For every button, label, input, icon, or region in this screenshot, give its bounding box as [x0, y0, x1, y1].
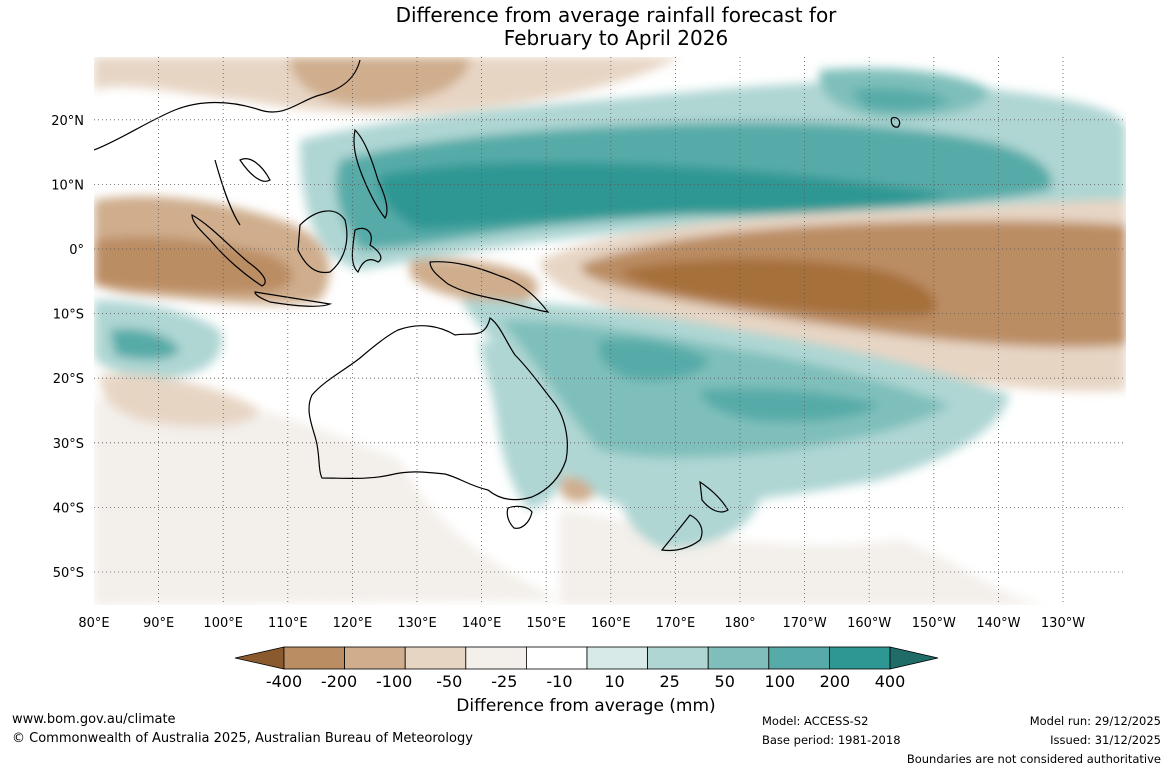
- wet-region-new-zealand: [619, 469, 760, 549]
- latitude-label: 30°S: [53, 437, 84, 452]
- coast-new-guinea: [429, 261, 550, 313]
- longitude-label: 80°E: [78, 616, 109, 631]
- title-line-2: February to April 2026: [503, 26, 729, 50]
- coast-philippines: [353, 128, 388, 220]
- coast-sumatra: [191, 213, 266, 287]
- dry-region-west-australia-ocean: [100, 374, 260, 427]
- dry-region-new-guinea: [410, 258, 539, 305]
- wet-band-north-core: [379, 162, 950, 230]
- footer-model: Model: ACCESS-S2: [762, 714, 869, 728]
- dry-region-southern-ocean: [94, 394, 560, 605]
- longitude-label: 100°E: [203, 616, 243, 631]
- longitude-label: 130°E: [397, 616, 437, 631]
- longitude-axis: 80°E 90°E 100°E 110°E 120°E 130°E 140°E 150°E 16…: [78, 616, 1085, 631]
- longitude-label: 150°W: [912, 616, 956, 631]
- colorbar-swatch: [707, 646, 770, 670]
- colorbar-tick-label: -25: [491, 672, 517, 691]
- coast-borneo: [297, 210, 348, 274]
- coast-tasmania: [506, 505, 533, 529]
- latitude-label: 40°S: [53, 501, 84, 516]
- wet-region-south-pacific-core: [700, 388, 880, 422]
- colorbar-tick-label: 200: [820, 672, 851, 691]
- rainfall-anomaly-field: [94, 57, 1126, 605]
- colorbar: -400 -200 -100 -50 -25 -10 10 25 50 100 200 400: [234, 646, 939, 691]
- colorbar-swatch: [465, 646, 527, 670]
- colorbar-tick-label: -200: [321, 672, 357, 691]
- longitude-label: 140°W: [976, 616, 1020, 631]
- dry-region-tasman: [560, 476, 594, 502]
- colorbar-tick-label: 400: [875, 672, 906, 691]
- footer-website[interactable]: www.bom.gov.au/climate: [12, 712, 176, 727]
- colorbar-swatch: [647, 646, 709, 670]
- dry-region-north-pacific: [290, 57, 470, 106]
- colorbar-tick-label: -10: [546, 672, 572, 691]
- latitude-label: 10°N: [51, 178, 84, 193]
- colorbar-tick-label: -100: [376, 672, 412, 691]
- latitude-label: 20°S: [53, 372, 84, 387]
- colorbar-title: Difference from average (mm): [456, 696, 716, 716]
- latitude-label: 10°S: [53, 308, 84, 323]
- dry-band-equator-core: [620, 258, 937, 317]
- latitude-label: 20°N: [51, 114, 84, 129]
- colorbar-swatch: [768, 646, 830, 670]
- longitude-label: 140°E: [462, 616, 502, 631]
- longitude-label: 160°E: [591, 616, 631, 631]
- colorbar-swatch: [526, 646, 588, 670]
- colorbar-tick-label: 10: [604, 672, 624, 691]
- coast-java: [254, 291, 333, 307]
- colorbar-swatch: [404, 646, 467, 670]
- longitude-label: 170°E: [656, 616, 696, 631]
- title-line-1: Difference from average rainfall forecas…: [395, 3, 837, 27]
- longitude-label: 120°E: [333, 616, 373, 631]
- coast-hawaii: [890, 117, 901, 128]
- longitude-label: 180°: [724, 616, 755, 631]
- longitude-label: 110°E: [268, 616, 308, 631]
- colorbar-swatch: [829, 646, 891, 670]
- wet-region-coral-sea-core: [598, 338, 710, 381]
- wet-region-south-indian-core: [110, 328, 180, 360]
- coast-southeast-asia: [94, 59, 361, 226]
- colorbar-tick-label: -50: [436, 672, 462, 691]
- longitude-label: 150°E: [526, 616, 566, 631]
- longitude-label: 160°W: [847, 616, 891, 631]
- colorbar-tick-label: 25: [659, 672, 679, 691]
- latitude-label: 50°S: [53, 566, 84, 581]
- dry-region-maritime-core: [94, 236, 293, 293]
- footer-model-run: Model run: 29/12/2025: [1029, 714, 1161, 728]
- colorbar-swatch: [283, 646, 345, 670]
- colorbar-tick-label: -400: [266, 672, 302, 691]
- coast-sulawesi: [351, 227, 382, 274]
- wet-region-eastern-australia: [480, 340, 571, 510]
- coast-australia: [308, 316, 568, 501]
- footer-disclaimer: Boundaries are not considered authoritat…: [906, 752, 1161, 766]
- graticule: [94, 57, 1126, 605]
- footer-copyright: © Commonwealth of Australia 2025, Austra…: [12, 731, 473, 746]
- colorbar-tick-label: 100: [765, 672, 796, 691]
- footer-base-period: Base period: 1981-2018: [762, 733, 901, 747]
- longitude-label: 170°W: [783, 616, 827, 631]
- wet-region-north-pacific-core: [850, 88, 950, 112]
- colorbar-tick-label: 50: [715, 672, 735, 691]
- longitude-label: 130°W: [1041, 616, 1085, 631]
- footer-issued: Issued: 31/12/2025: [1050, 733, 1161, 747]
- colorbar-extension-wet: [889, 646, 939, 670]
- colorbar-swatch: [344, 646, 406, 670]
- colorbar-extension-dry: [234, 646, 285, 670]
- latitude-axis: 20°N 10°N 0° 10°S 20°S 30°S 40°S 50°S: [51, 114, 84, 581]
- chart-title: Difference from average rainfall forecas…: [0, 4, 1173, 50]
- colorbar-swatch: [586, 646, 648, 670]
- latitude-label: 0°: [69, 243, 84, 258]
- longitude-label: 90°E: [143, 616, 174, 631]
